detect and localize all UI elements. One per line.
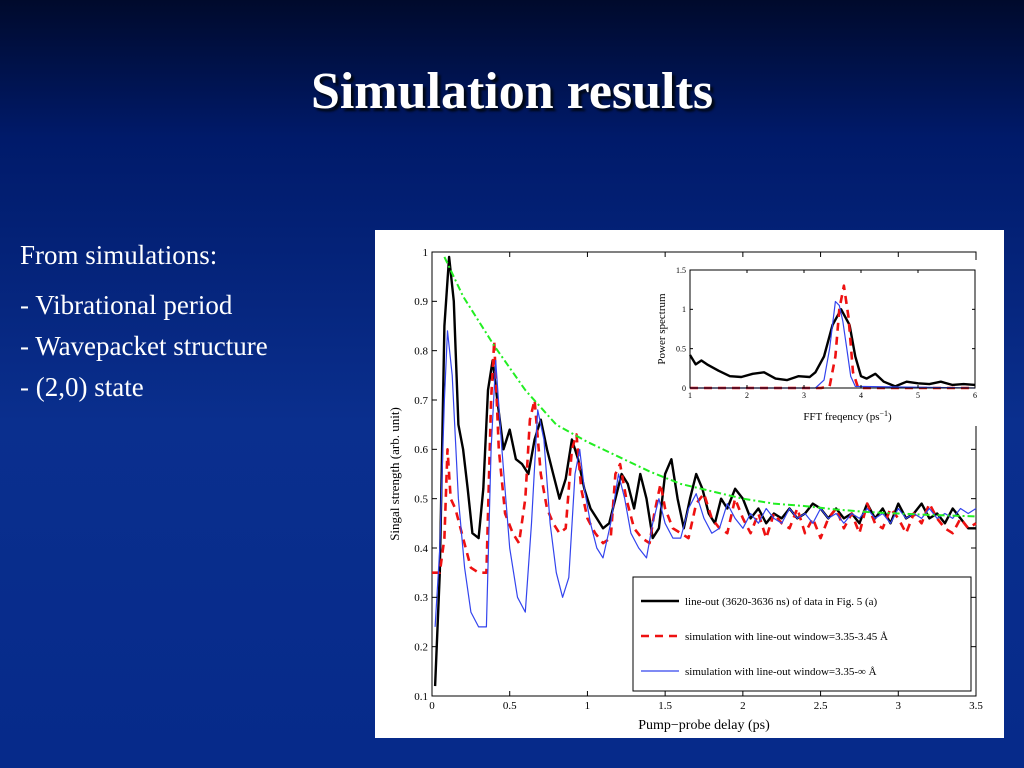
inset-x-tick-label: 2 xyxy=(745,391,749,400)
legend-entry-label: line-out (3620-3636 ns) of data in Fig. … xyxy=(685,596,877,608)
inset-x-tick-label: 1 xyxy=(688,391,692,400)
main-y-axis-label: Singal strength (arb. unit) xyxy=(387,407,402,541)
inset-x-tick-label: 5 xyxy=(916,391,920,400)
inset-plot-frame xyxy=(689,269,976,389)
main-x-tick-label: 2 xyxy=(740,700,746,712)
main-x-tick-label: 0.5 xyxy=(503,700,517,712)
inset-x-axis-label-close: ) xyxy=(888,411,892,423)
legend-box xyxy=(632,576,972,692)
main-x-tick-label: 3.5 xyxy=(969,700,983,712)
inset-x-tick-label: 3 xyxy=(802,391,806,400)
inset-x-axis-label: FFT freqency (ps−1) xyxy=(803,409,892,424)
main-x-axis-label: Pump−probe delay (ps) xyxy=(638,718,770,733)
inset-x-axis-label-sup: −1 xyxy=(880,409,889,418)
inset-series-line-1 xyxy=(690,284,975,390)
main-y-tick-label: 0.3 xyxy=(414,592,428,604)
bullet-item: - Wavepacket structure xyxy=(20,331,268,361)
main-series-line-3 xyxy=(443,256,977,518)
main-x-tick-label: 2.5 xyxy=(814,700,828,712)
main-y-tick-label: 0.4 xyxy=(414,543,428,555)
inset-background xyxy=(650,260,978,426)
main-y-tick-label: 0.8 xyxy=(414,346,428,358)
main-series-line-1 xyxy=(432,339,977,574)
inset-y-tick-label: 1.5 xyxy=(676,266,686,275)
legend-entry-label: simulation with line-out window=3.35-3.4… xyxy=(685,631,888,643)
inset-y-tick-label: 0.5 xyxy=(676,344,686,353)
inset-y-axis-label: Power spectrum xyxy=(656,293,668,365)
inset-series-line-2 xyxy=(690,300,976,389)
inset-x-tick-label: 6 xyxy=(973,391,977,400)
inset-plot: 1 2 3 4 5 6 0 0.5 1 1.5 FFT freqency (ps−1) Power… xyxy=(650,260,978,426)
main-y-tick-label: 0.7 xyxy=(414,395,428,407)
main-x-tick-label: 3 xyxy=(896,700,902,712)
inset-y-tick-label: 0 xyxy=(682,384,686,393)
inset-x-axis-label-main: FFT freqency (ps xyxy=(803,411,879,423)
main-y-tick-label: 0.9 xyxy=(414,296,428,308)
bullet-item: - (2,0) state xyxy=(20,372,144,402)
figure-panel: 0 0.5 1 1.5 2 2.5 3 3.5 0.1 0.2 0.3 0.4 0.5 0.6 0.7 0.8… xyxy=(375,230,1004,738)
main-x-tick-label: 1 xyxy=(585,700,591,712)
chart-legend: line-out (3620-3636 ns) of data in Fig. … xyxy=(632,576,972,692)
main-y-tick-label: 0.2 xyxy=(414,642,428,654)
bullet-list: From simulations: - Vibrational period -… xyxy=(20,240,268,408)
main-y-tick-label: 1 xyxy=(423,247,429,259)
main-y-tick-label: 0.1 xyxy=(414,691,428,703)
main-x-tick-label: 1.5 xyxy=(658,700,672,712)
main-y-tick-label: 0.5 xyxy=(414,494,428,506)
inset-x-tick-label: 4 xyxy=(859,391,863,400)
bullet-lead: From simulations: xyxy=(20,240,218,270)
main-x-tick-label: 0 xyxy=(429,700,435,712)
bullet-item: - Vibrational period xyxy=(20,290,233,320)
main-y-tick-label: 0.6 xyxy=(414,444,428,456)
slide-title: Simulation results xyxy=(310,63,714,120)
legend-entry-label: simulation with line-out window=3.35-∞ Å xyxy=(685,666,877,678)
simulation-chart: 0 0.5 1 1.5 2 2.5 3 3.5 0.1 0.2 0.3 0.4 0.5 0.6 0.7 0.8… xyxy=(387,247,983,733)
main-series-line-2 xyxy=(434,330,977,628)
main-plot: 0 0.5 1 1.5 2 2.5 3 3.5 0.1 0.2 0.3 0.4 0.5 0.6 0.7 0.8… xyxy=(387,247,983,733)
inset-y-tick-label: 1 xyxy=(682,305,686,314)
main-plot-frame xyxy=(431,251,977,697)
